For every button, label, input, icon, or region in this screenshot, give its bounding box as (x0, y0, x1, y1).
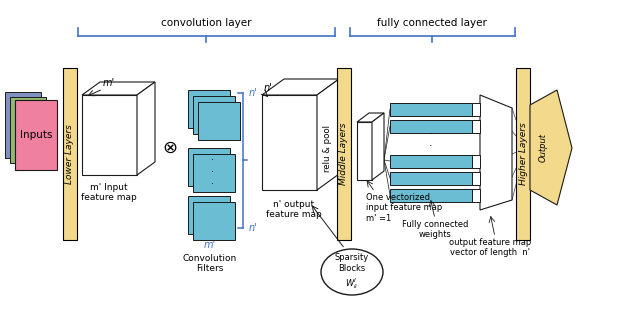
Text: Lower Layers: Lower Layers (65, 124, 74, 184)
Polygon shape (480, 95, 512, 210)
Bar (337, 68, 351, 240)
Bar (390, 120, 472, 133)
Bar (472, 120, 480, 133)
Bar (198, 102, 240, 140)
Bar (472, 189, 480, 202)
Text: output feature map
vector of length  n': output feature map vector of length n' (449, 238, 531, 257)
Bar (188, 196, 230, 234)
Text: n': n' (249, 223, 258, 233)
Bar (193, 154, 235, 192)
Polygon shape (262, 95, 317, 190)
Text: Output: Output (538, 133, 547, 162)
Polygon shape (10, 97, 46, 163)
Bar (188, 148, 230, 186)
Bar (63, 68, 77, 240)
Bar (472, 155, 480, 168)
Text: ·
·: · · (429, 129, 433, 151)
Bar (472, 103, 480, 116)
Text: n': n' (341, 129, 349, 139)
Text: $\otimes$: $\otimes$ (163, 139, 178, 157)
Bar (193, 96, 235, 134)
Text: Fully connected
weights: Fully connected weights (402, 220, 468, 239)
Polygon shape (357, 122, 372, 180)
Polygon shape (317, 79, 339, 190)
Bar (390, 103, 472, 116)
Bar (472, 172, 480, 185)
Polygon shape (82, 95, 137, 175)
Bar (188, 90, 230, 128)
Polygon shape (530, 90, 572, 205)
Bar (390, 155, 472, 168)
Text: m': m' (103, 78, 115, 88)
Text: n': n' (249, 88, 258, 98)
Text: m' Input
feature map: m' Input feature map (81, 183, 137, 202)
Text: fully connected layer: fully connected layer (377, 18, 487, 28)
Bar (516, 68, 530, 240)
Text: n': n' (264, 83, 273, 93)
Polygon shape (137, 82, 155, 175)
Polygon shape (15, 100, 57, 170)
Polygon shape (357, 113, 384, 122)
Text: Higher Layers: Higher Layers (518, 123, 527, 185)
Bar (193, 202, 235, 240)
Text: Sparsity
Blocks
$W^l_{ii}$: Sparsity Blocks $W^l_{ii}$ (335, 253, 369, 291)
Polygon shape (372, 113, 384, 180)
Text: Inputs: Inputs (20, 130, 52, 140)
Text: Middle Layers: Middle Layers (339, 123, 349, 185)
Polygon shape (5, 92, 41, 158)
Ellipse shape (321, 249, 383, 295)
Bar (390, 189, 472, 202)
Bar (390, 172, 472, 185)
Text: convolution layer: convolution layer (161, 18, 252, 28)
Text: n' output
feature map: n' output feature map (266, 200, 322, 219)
Text: ·
·
·: · · · (211, 155, 214, 189)
Text: One vectorized
input feature map
m' =1: One vectorized input feature map m' =1 (366, 193, 442, 223)
Text: Convolution
Filters: Convolution Filters (183, 254, 237, 274)
Polygon shape (262, 79, 339, 95)
Text: m': m' (204, 240, 216, 250)
Polygon shape (82, 82, 155, 95)
Text: relu & pool: relu & pool (323, 125, 333, 172)
